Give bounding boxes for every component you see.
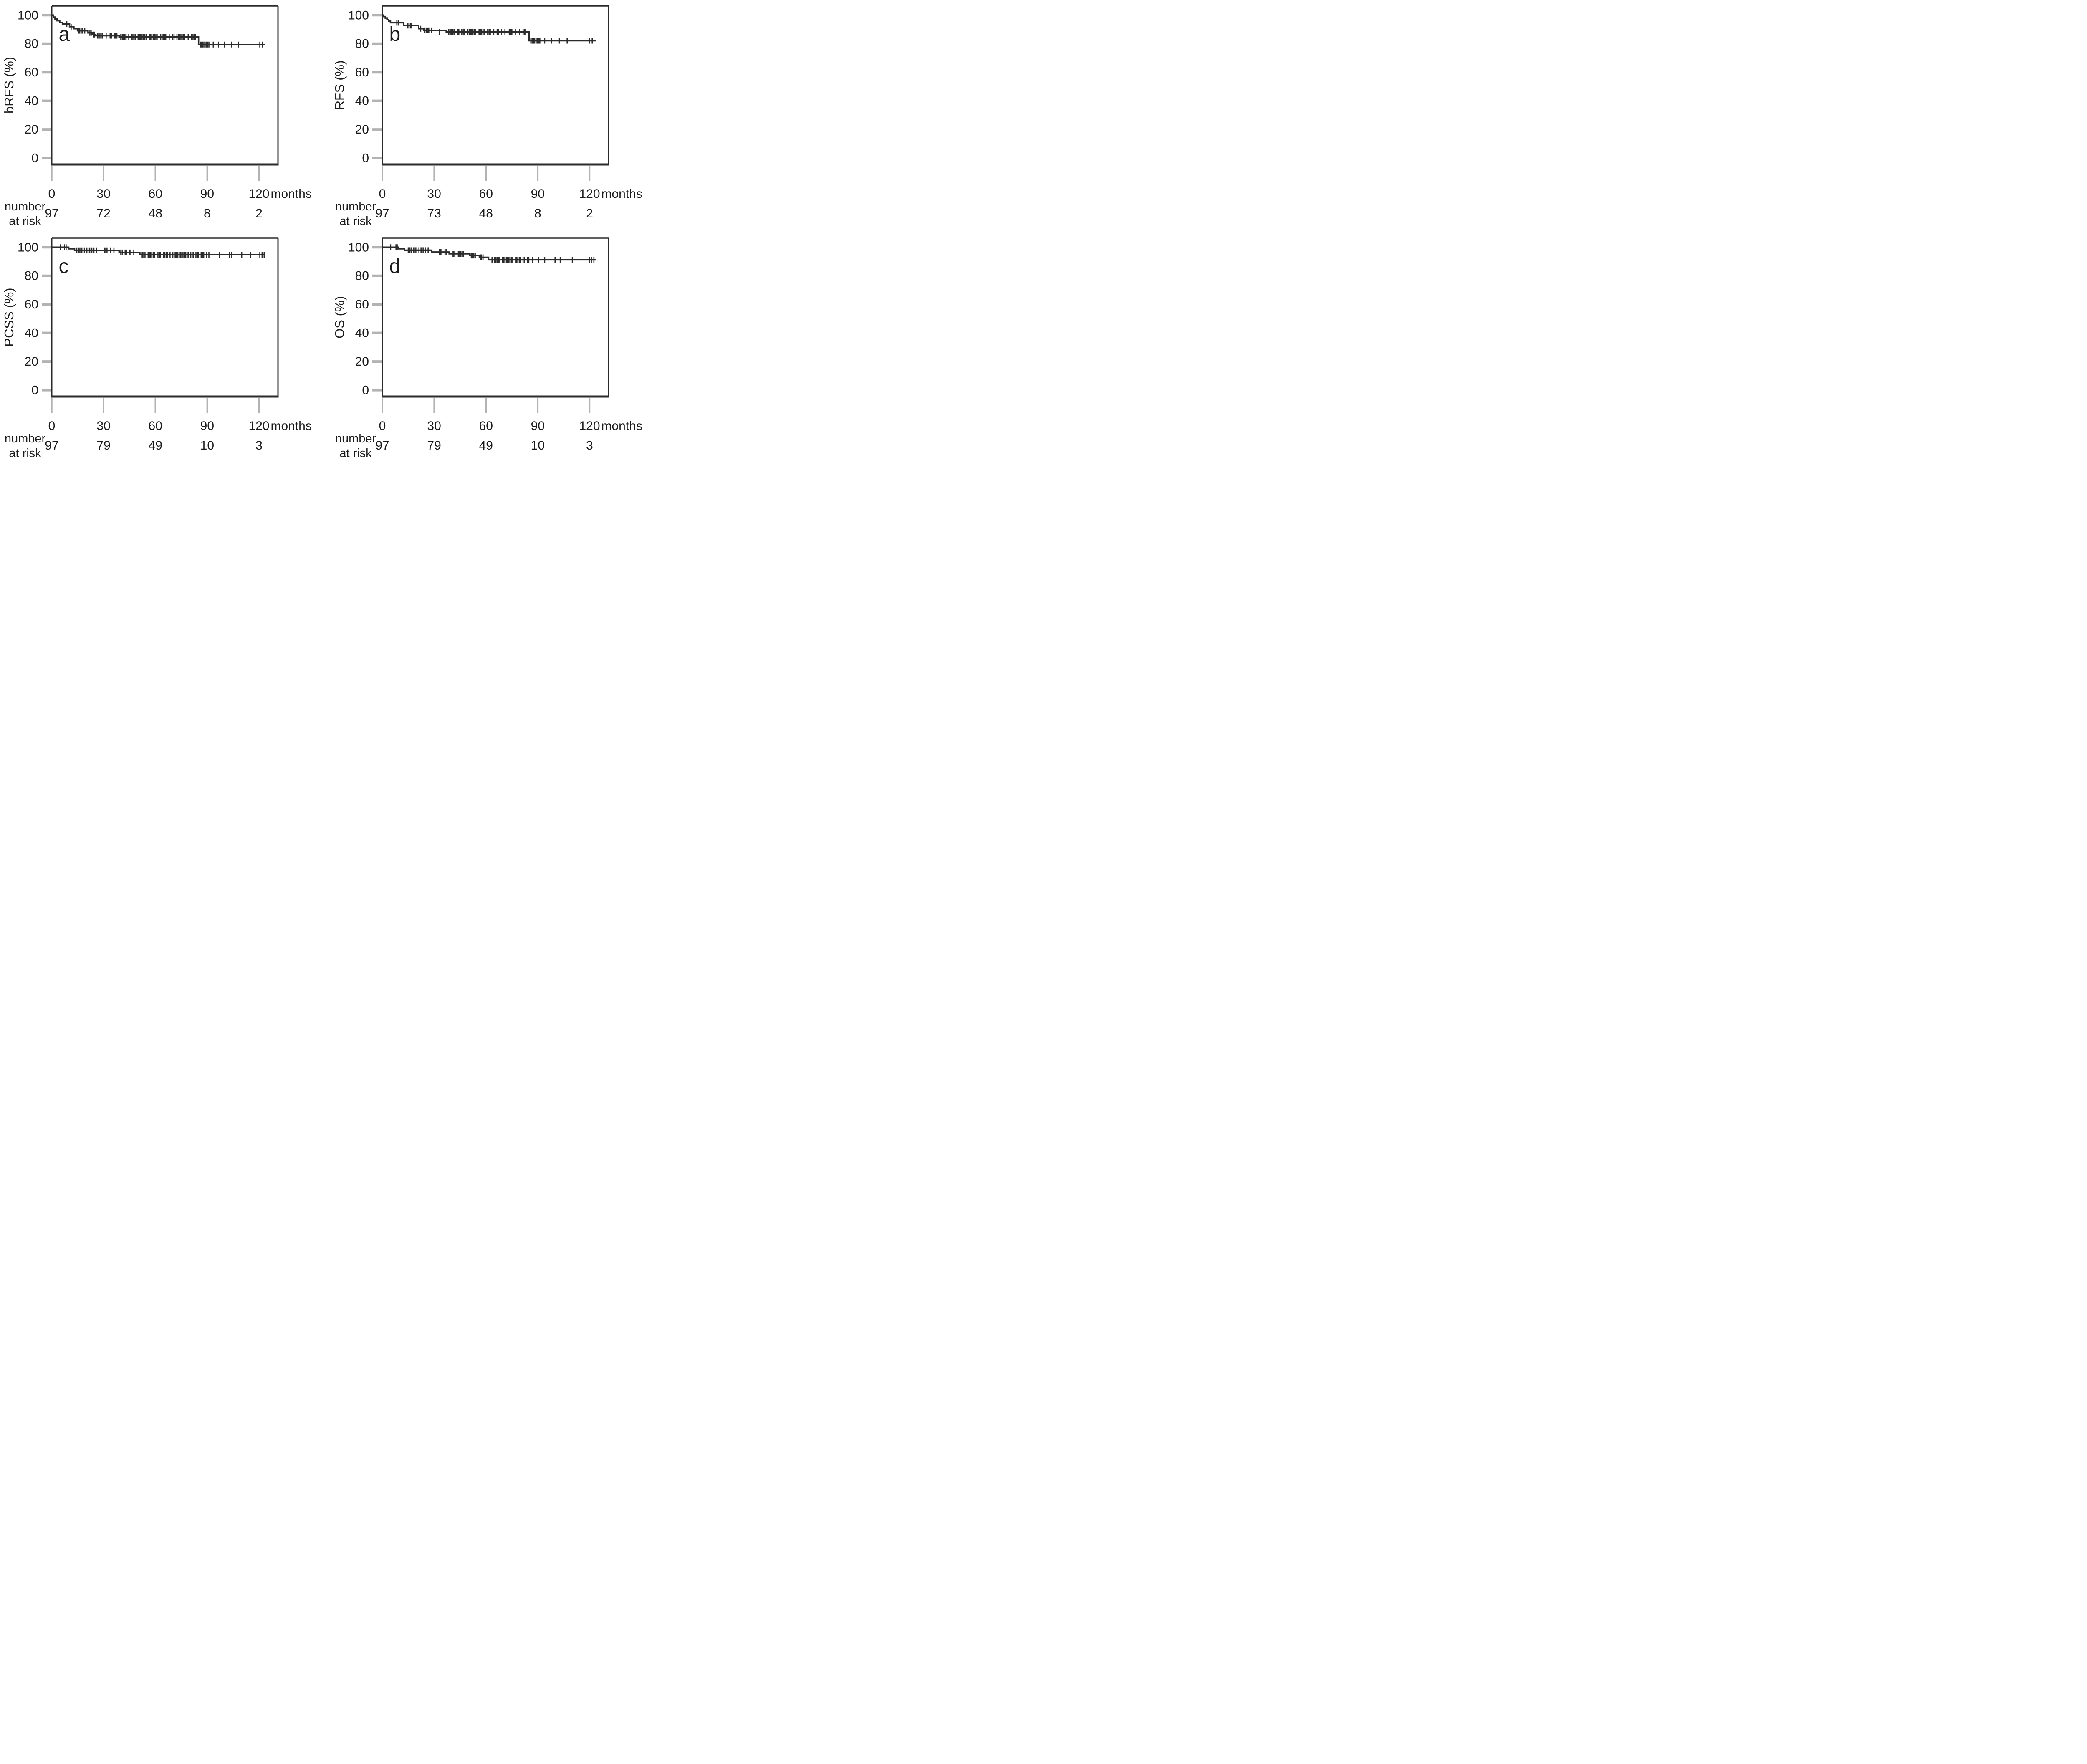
x-tick-label: 120	[579, 419, 600, 433]
risk-row-label-line2: at risk	[339, 215, 372, 228]
y-tick-label: 0	[31, 384, 38, 397]
y-tick-label: 0	[362, 384, 369, 397]
risk-number: 2	[586, 207, 593, 220]
risk-number: 79	[427, 439, 441, 452]
y-tick-label: 0	[31, 152, 38, 165]
risk-number: 3	[586, 439, 593, 452]
risk-number: 48	[149, 207, 162, 220]
risk-number: 97	[375, 207, 389, 220]
risk-number: 97	[45, 439, 58, 452]
y-tick-label: 60	[355, 66, 369, 79]
risk-number: 3	[255, 439, 263, 452]
risk-number: 72	[96, 207, 110, 220]
y-tick-label: 80	[355, 269, 369, 283]
x-axis-unit-label: months	[601, 187, 642, 201]
risk-number: 10	[531, 439, 545, 452]
risk-number: 79	[96, 439, 110, 452]
x-tick-label: 30	[427, 187, 441, 201]
x-tick-label: 30	[96, 187, 110, 201]
y-tick-label: 80	[25, 37, 38, 51]
x-tick-label: 90	[531, 187, 545, 201]
y-tick-label: 0	[362, 152, 369, 165]
risk-number: 49	[479, 439, 493, 452]
x-tick-label: 120	[248, 419, 269, 433]
rfs-survival-plot: 0 20 40 60 80 100 0 30 60 90 120 months RFS (%) b 97 73…	[332, 5, 642, 228]
panel-pcss: 0 20 40 60 80 100 0 30 60 90 120 months PCSS (%) c 97 7…	[1, 234, 330, 464]
x-axis-unit-label: months	[270, 187, 311, 201]
y-tick-label: 80	[25, 269, 38, 283]
y-tick-label: 100	[348, 8, 369, 22]
y-tick-label: 40	[25, 326, 38, 340]
y-axis-label: bRFS (%)	[2, 57, 16, 114]
y-tick-label: 80	[355, 37, 369, 51]
brfs-survival-plot: 0 20 40 60 80 100 0 30 60 90 120 months bRFS (%) a 97 7…	[2, 5, 312, 228]
panel-letter: b	[389, 23, 401, 45]
survival-curve	[382, 246, 596, 261]
risk-row-label-line2: at risk	[9, 447, 41, 460]
panel-os: 0 20 40 60 80 100 0 30 60 90 120 months OS (%) d 97 79 4…	[331, 234, 660, 464]
km-figure: 0 20 40 60 80 100 0 30 60 90 120 months bRFS (%) a 97 7…	[0, 0, 663, 466]
panel-letter: a	[59, 23, 70, 45]
y-tick-label: 100	[348, 240, 369, 254]
y-axis-label: PCSS (%)	[2, 288, 16, 346]
risk-number: 8	[534, 207, 541, 220]
risk-row-label-line1: number	[335, 432, 376, 445]
risk-row-label-line2: at risk	[339, 447, 372, 460]
x-tick-label: 90	[200, 419, 214, 433]
y-tick-label: 20	[355, 355, 369, 369]
x-axis-unit-label: months	[601, 419, 642, 433]
risk-number: 97	[45, 207, 58, 220]
y-tick-label: 60	[25, 298, 38, 311]
y-tick-label: 40	[25, 94, 38, 108]
x-tick-label: 0	[48, 419, 56, 433]
x-tick-label: 0	[48, 187, 56, 201]
y-axis-label: RFS (%)	[332, 61, 347, 110]
x-tick-label: 30	[96, 419, 110, 433]
x-tick-label: 0	[379, 187, 386, 201]
y-tick-label: 20	[25, 355, 38, 369]
x-tick-label: 30	[427, 419, 441, 433]
pcss-survival-plot: 0 20 40 60 80 100 0 30 60 90 120 months PCSS (%) c 97 7…	[2, 237, 312, 460]
x-tick-label: 90	[531, 419, 545, 433]
risk-number: 48	[479, 207, 493, 220]
survival-curve	[382, 14, 596, 42]
risk-row-label-line2: at risk	[9, 215, 41, 228]
y-tick-label: 60	[355, 298, 369, 311]
risk-number: 8	[204, 207, 211, 220]
risk-number: 10	[200, 439, 214, 452]
x-tick-label: 60	[149, 419, 162, 433]
y-tick-label: 100	[18, 8, 38, 22]
panel-rfs: 0 20 40 60 80 100 0 30 60 90 120 months RFS (%) b 97 73…	[331, 2, 660, 232]
x-tick-label: 60	[149, 187, 162, 201]
risk-number: 73	[427, 207, 441, 220]
x-axis-unit-label: months	[270, 419, 311, 433]
y-tick-label: 60	[25, 66, 38, 79]
y-tick-label: 20	[355, 123, 369, 136]
x-tick-label: 0	[379, 419, 386, 433]
x-tick-label: 60	[479, 187, 493, 201]
panel-letter: c	[59, 255, 69, 278]
x-tick-label: 120	[248, 187, 269, 201]
risk-number: 2	[255, 207, 263, 220]
os-survival-plot: 0 20 40 60 80 100 0 30 60 90 120 months OS (%) d 97 79 4…	[332, 237, 642, 460]
y-axis-label: OS (%)	[332, 296, 347, 339]
y-tick-label: 40	[355, 326, 369, 340]
y-tick-label: 100	[18, 240, 38, 254]
risk-number: 49	[149, 439, 162, 452]
risk-row-label-line1: number	[335, 200, 376, 213]
risk-number: 97	[375, 439, 389, 452]
x-tick-label: 90	[200, 187, 214, 201]
survival-curve	[52, 14, 265, 45]
y-tick-label: 40	[355, 94, 369, 108]
risk-row-label-line1: number	[5, 200, 46, 213]
y-tick-label: 20	[25, 123, 38, 136]
panel-letter: d	[389, 255, 401, 278]
panel-brfs: 0 20 40 60 80 100 0 30 60 90 120 months bRFS (%) a 97 7…	[1, 2, 330, 232]
x-tick-label: 60	[479, 419, 493, 433]
x-tick-label: 120	[579, 187, 600, 201]
risk-row-label-line1: number	[5, 432, 46, 445]
